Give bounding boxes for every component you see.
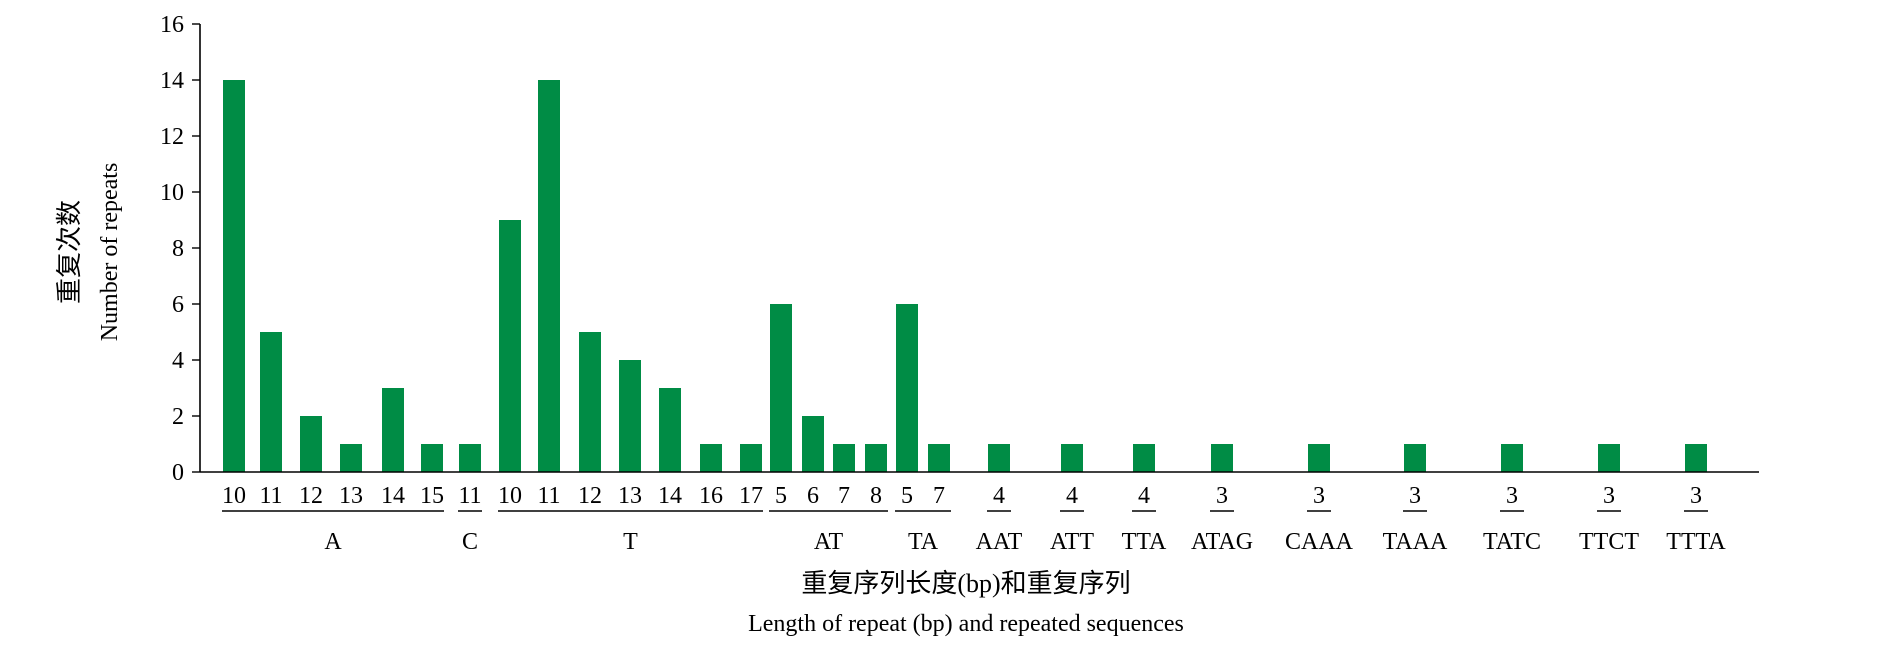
group-label: ATT (1050, 529, 1094, 555)
group-label: A (324, 529, 342, 555)
x-tick-label: 6 (807, 483, 819, 509)
x-tick-label: 7 (838, 483, 850, 509)
x-tick-label: 3 (1216, 483, 1228, 509)
bar-T-14 (659, 388, 681, 472)
x-tick-label: 4 (1066, 483, 1078, 509)
x-tick-label: 5 (775, 483, 787, 509)
bars-layer (223, 80, 1707, 472)
y-ticks-layer: 0 2 4 6 8 10 12 14 16 (160, 12, 200, 486)
axes-layer (199, 24, 1759, 473)
bar-TAAA-3 (1404, 444, 1426, 472)
bar-A-10 (223, 80, 245, 472)
x-tick-label: 10 (222, 483, 246, 509)
x-tick-label: 13 (618, 483, 642, 509)
bar-A-13 (340, 444, 362, 472)
x-tick-label: 8 (870, 483, 882, 509)
bar-T-10 (499, 220, 521, 472)
y-tick-label: 12 (160, 124, 184, 150)
y-tick-label: 2 (172, 404, 184, 430)
x-tick-label: 7 (933, 483, 945, 509)
x-tick-label: 3 (1506, 483, 1518, 509)
y-tick-label: 6 (172, 292, 184, 318)
y-axis-title-zh: 重复次数 (55, 200, 84, 304)
bar-T-12 (579, 332, 601, 472)
bar-C-11 (459, 444, 481, 472)
x-tick-label: 3 (1603, 483, 1615, 509)
group-label: T (623, 529, 638, 555)
group-label: C (462, 529, 478, 555)
y-tick-label: 16 (160, 12, 184, 38)
bar-A-15 (421, 444, 443, 472)
bar-A-12 (300, 416, 322, 472)
bar-AT-6 (802, 416, 824, 472)
group-label: AAT (976, 529, 1023, 555)
bar-T-11 (538, 80, 560, 472)
x-tick-label: 4 (1138, 483, 1150, 509)
x-tick-labels-layer: 10 11 12 13 14 15 11 10 11 12 13 14 16 17 5 6 7 8 5 7 4 4 4 3 3 3… (222, 483, 1702, 509)
bar-A-14 (382, 388, 404, 472)
x-tick-label: 3 (1409, 483, 1421, 509)
bar-TTTA-3 (1685, 444, 1707, 472)
group-label: TTA (1122, 529, 1167, 555)
bar-AT-5 (770, 304, 792, 472)
bar-A-11 (260, 332, 282, 472)
bar-TA-5 (896, 304, 918, 472)
x-tick-label: 5 (901, 483, 913, 509)
group-label: TTTA (1666, 529, 1726, 555)
x-tick-label: 14 (658, 483, 682, 509)
group-label: TAAA (1383, 529, 1448, 555)
y-axis-title-en: Number of repeats (97, 163, 123, 342)
bar-ATT-4 (1061, 444, 1083, 472)
x-axis-title-zh: 重复序列长度(bp)和重复序列 (801, 569, 1130, 598)
x-tick-label: 11 (537, 483, 560, 509)
bar-AT-7 (833, 444, 855, 472)
bar-AAT-4 (988, 444, 1010, 472)
x-tick-label: 16 (699, 483, 723, 509)
x-tick-label: 4 (993, 483, 1005, 509)
x-tick-label: 15 (420, 483, 444, 509)
x-tick-label: 10 (498, 483, 522, 509)
bar-TA-7 (928, 444, 950, 472)
bar-TATC-3 (1501, 444, 1523, 472)
x-tick-label: 17 (739, 483, 763, 509)
x-axis-title-en: Length of repeat (bp) and repeated seque… (748, 611, 1184, 637)
group-label: AT (814, 529, 844, 555)
bar-ATAG-3 (1211, 444, 1233, 472)
y-tick-label: 8 (172, 236, 184, 262)
x-tick-label: 11 (259, 483, 282, 509)
x-tick-label: 13 (339, 483, 363, 509)
group-label: TA (908, 529, 939, 555)
bar-T-17 (740, 444, 762, 472)
y-tick-label: 4 (172, 348, 184, 374)
x-tick-label: 14 (381, 483, 405, 509)
group-label: TTCT (1579, 529, 1639, 555)
y-tick-label: 0 (172, 460, 184, 486)
group-labels-layer: A C T AT TA AAT ATT TTA ATAG CAAA TAAA TATC TTCT TTTA (222, 510, 1726, 555)
bar-T-16 (700, 444, 722, 472)
bar-T-13 (619, 360, 641, 472)
group-label: TATC (1483, 529, 1541, 555)
bar-TTA-4 (1133, 444, 1155, 472)
y-tick-label: 14 (160, 68, 184, 94)
x-tick-label: 11 (458, 483, 481, 509)
bar-TTCT-3 (1598, 444, 1620, 472)
group-label: ATAG (1191, 529, 1253, 555)
bar-AT-8 (865, 444, 887, 472)
group-label: CAAA (1285, 529, 1354, 555)
x-tick-label: 3 (1690, 483, 1702, 509)
y-tick-label: 10 (160, 180, 184, 206)
bar-CAAA-3 (1308, 444, 1330, 472)
x-tick-label: 12 (299, 483, 323, 509)
x-tick-label: 3 (1313, 483, 1325, 509)
x-tick-label: 12 (578, 483, 602, 509)
